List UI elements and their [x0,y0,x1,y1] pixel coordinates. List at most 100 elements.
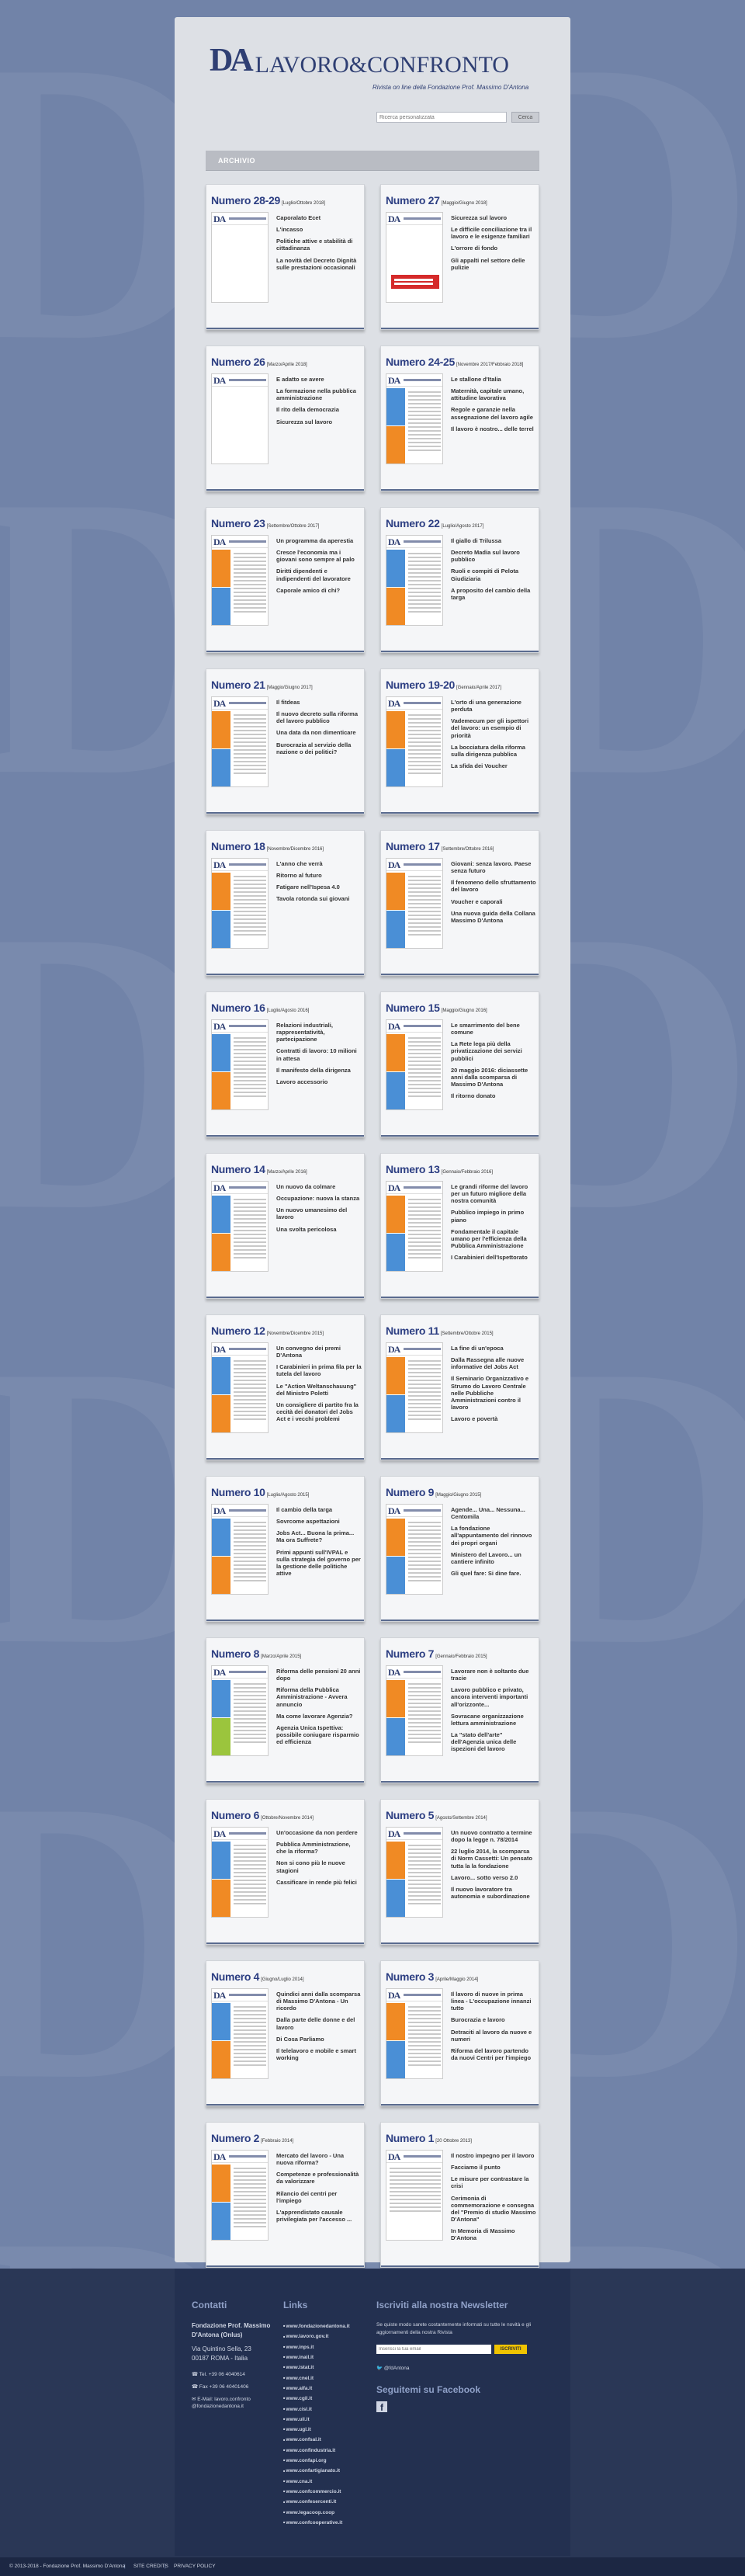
article-link[interactable]: In Memoria di Massimo D'Antona [451,2227,515,2242]
article-link[interactable]: Detraciti al lavoro da nuove e numeri [451,2028,532,2043]
article-link[interactable]: Giovani: senza lavoro. Paese senza futur… [451,860,532,875]
logo[interactable]: DA LAVORO&CONFRONTO [210,44,509,77]
article-link[interactable]: La fondazione all'appuntamento del rinno… [451,1525,532,1547]
footer-link[interactable]: www.confesercenti.it [283,2497,369,2507]
article-link[interactable]: Il cambio della targa [276,1506,333,1513]
search-button[interactable]: Cerca [511,112,539,123]
footer-link[interactable]: www.confindustria.it [283,2446,369,2456]
issue-card[interactable]: Numero 17 [Settembre/Ottobre 2016] DA Giova… [380,830,539,976]
issue-title[interactable]: Numero 27 [Maggio/Giugno 2018] [386,194,487,208]
issue-cover-image[interactable]: DA [386,696,443,787]
issue-card[interactable]: Numero 4 [Giugno/Luglio 2014] DA Quindici a… [206,1960,365,2106]
issue-cover-image[interactable]: DA [386,1342,443,1433]
article-link[interactable]: L'apprendistato causale privilegiata per… [276,2208,352,2223]
article-link[interactable]: Il fenomeno dello sfruttamento del lavor… [451,879,536,894]
article-link[interactable]: 20 maggio 2016: diciassette anni dalla s… [451,1066,528,1088]
footer-link[interactable]: www.confcommercio.it [283,2487,369,2497]
article-link[interactable]: Contratti di lavoro: 10 milioni in attes… [276,1047,357,1062]
article-link[interactable]: Le "Action Weltanschauung" del Ministro … [276,1382,357,1397]
article-link[interactable]: Primi appunti sull'IVPAL e sulla strateg… [276,1548,361,1577]
footer-link[interactable]: www.confartigianato.it [283,2466,369,2476]
twitter-link[interactable]: 🐦 @fdAntona [376,2365,555,2373]
issue-title[interactable]: Numero 15 [Maggio/Giugno 2016] [386,1002,487,1015]
issue-title[interactable]: Numero 10 [Luglio/Agosto 2015] [211,1486,309,1500]
footer-link[interactable]: www.uil.it [283,2415,369,2425]
article-link[interactable]: La bocciatura della riforma sulla dirige… [451,743,525,758]
issue-title[interactable]: Numero 19-20 [Gennaio/Aprile 2017] [386,679,501,693]
issue-card[interactable]: Numero 8 [Marzo/Aprile 2015] DA Riforma del… [206,1637,365,1783]
article-link[interactable]: Cerimonia di commemorazione e consegna d… [451,2194,536,2223]
issue-title[interactable]: Numero 18 [Novembre/Dicembre 2016] [211,840,324,854]
article-link[interactable]: Burocrazia e lavoro [451,2016,505,2024]
article-link[interactable]: Ritorno al futuro [276,872,322,880]
issue-card[interactable]: Numero 7 [Gennaio/Febbraio 2015] DA Lavorar… [380,1637,539,1783]
issue-title[interactable]: Numero 6 [Ottobre/Novembre 2014] [211,1809,314,1823]
article-link[interactable]: Un nuovo da colmare [276,1183,336,1190]
issue-card[interactable]: Numero 28-29 [Luglio/Ottobre 2018] DA Capor… [206,184,365,330]
article-link[interactable]: Lavorare non è soltanto due tracie [451,1668,529,1682]
article-link[interactable]: L'incasso [276,226,303,234]
article-link[interactable]: Sovracane organizzazione lettura amminis… [451,1712,524,1727]
article-link[interactable]: Il fitdeas [276,699,300,706]
issue-cover-image[interactable]: DA [386,2150,443,2241]
article-link[interactable]: Il nostro impegno per il lavoro [451,2152,535,2159]
issue-card[interactable]: Numero 18 [Novembre/Dicembre 2016] DA L'ann… [206,830,365,976]
article-link[interactable]: A proposito del cambio della targa [451,586,531,601]
issue-cover-image[interactable]: DA [211,1504,269,1595]
article-link[interactable]: La novità del Decreto Dignità sulle pres… [276,256,357,271]
article-link[interactable]: Pubblico impiego in primo piano [451,1209,525,1224]
footer-link[interactable]: www.lavoro.gov.it [283,2331,369,2342]
issue-title[interactable]: Numero 12 [Novembre/Dicembre 2015] [211,1324,324,1338]
issue-cover-image[interactable]: DA [211,1665,269,1756]
issue-card[interactable]: Numero 11 [Settembre/Ottobre 2015] DA La fi… [380,1314,539,1460]
article-link[interactable]: Politiche attive e stabilità di cittadin… [276,238,353,252]
article-link[interactable]: Ruoli e compiti di Pelota Giudiziaria [451,568,519,582]
issue-card[interactable]: Numero 15 [Maggio/Giugno 2016] DA Le smarri… [380,991,539,1137]
article-link[interactable]: Mercato del lavoro - Una nuova riforma? [276,2152,345,2167]
issue-card[interactable]: Numero 1 [20 Ottobre 2013] DA Il nostro imp… [380,2122,539,2268]
issue-card[interactable]: Numero 5 [Agosto/Settembre 2014] DA Un nuov… [380,1799,539,1945]
article-link[interactable]: Burocrazia al servizio della nazione o d… [276,741,352,755]
issue-card[interactable]: Numero 26 [Marzo/Aprile 2018] DA E adatto s… [206,345,365,491]
issue-card[interactable]: Numero 14 [Marzo/Aprile 2016] DA Un nuovo d… [206,1153,365,1299]
article-link[interactable]: Le difficile conciliazione tra il lavoro… [451,226,532,241]
issue-cover-image[interactable]: DA [386,1504,443,1595]
article-link[interactable]: Una nuova guida della Collana Massimo D'… [451,909,535,924]
article-link[interactable]: La formazione nella pubblica amministraz… [276,387,356,402]
article-link[interactable]: Le grandi riforme del lavoro per un futu… [451,1183,528,1205]
article-link[interactable]: Maternità, capitale umano, attitudine la… [451,387,525,402]
issue-title[interactable]: Numero 24-25 [Novembre 2017/Febbraio 2018… [386,356,523,370]
issue-cover-image[interactable]: DA [211,535,269,626]
article-link[interactable]: Sovrcome aspettazioni [276,1518,340,1526]
issue-cover-image[interactable]: DA [386,1827,443,1918]
article-link[interactable]: Cresce l'economia ma i giovani sono semp… [276,549,355,564]
issue-card[interactable]: Numero 2 [Febbraio 2014] DA Mercato del lav… [206,2122,365,2268]
footer-link[interactable]: www.istat.it [283,2362,369,2373]
issue-card[interactable]: Numero 13 [Gennaio/Febbraio 2016] DA Le gra… [380,1153,539,1299]
article-link[interactable]: L'orto di una generazione perduta [451,699,522,713]
issue-card[interactable]: Numero 27 [Maggio/Giugno 2018] DA Sicurezza… [380,184,539,330]
article-link[interactable]: La fine di un'epoca [451,1345,504,1352]
article-link[interactable]: Un convegno dei premi D'Antona [276,1345,341,1359]
issue-cover-image[interactable]: DA [386,858,443,949]
issue-title[interactable]: Numero 2 [Febbraio 2014] [211,2132,293,2146]
issue-cover-image[interactable]: DA [386,1988,443,2079]
article-link[interactable]: Il nuovo decreto sulla riforma del lavor… [276,710,359,725]
facebook-icon[interactable]: f [376,2401,387,2413]
issue-card[interactable]: Numero 23 [Settembre/Ottobre 2017] DA Un pr… [206,507,365,653]
issue-card[interactable]: Numero 3 [Aprile/Maggio 2014] DA Il lavoro … [380,1960,539,2106]
footer-link[interactable]: www.cna.it [283,2477,369,2487]
article-link[interactable]: La "stato dell'arte" dell'Agenzia unica … [451,1731,517,1753]
issue-title[interactable]: Numero 16 [Luglio/Agosto 2016] [211,1002,309,1015]
issue-title[interactable]: Numero 9 [Maggio/Giugno 2015] [386,1486,481,1500]
article-link[interactable]: Il rito della democrazia [276,406,339,414]
article-link[interactable]: Agenzia Unica Ispettiva: possibile coniu… [276,1724,359,1746]
article-link[interactable]: Rilancio dei centri per l'impiego [276,2189,338,2204]
footer-link[interactable]: www.confapi.org [283,2456,369,2466]
article-link[interactable]: Lavoro accessorio [276,1078,328,1085]
article-link[interactable]: Il nuovo lavoratore tra autonomia e subo… [451,1885,530,1900]
issue-title[interactable]: Numero 1 [20 Ottobre 2013] [386,2132,472,2146]
article-link[interactable]: Un programma da aperestia [276,537,354,544]
contacts-email[interactable]: ✉ E-Mail: lavoro.confronto @fondazioneda… [192,2396,277,2411]
footer-link[interactable]: www.confsal.it [283,2435,369,2445]
